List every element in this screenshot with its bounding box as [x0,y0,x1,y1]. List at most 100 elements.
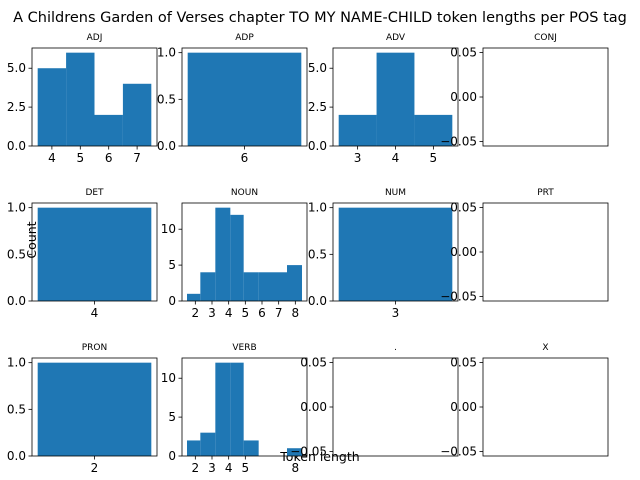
y-tick-label: −0.05 [440,135,477,149]
bar-verb-4 [243,440,259,456]
bar-adv-2 [414,114,453,146]
subplot-adv: ADV 3 4 5 0.0 2.5 5.0 [308,33,459,165]
bar-noun-6 [272,272,287,301]
bar-num-0 [338,207,453,301]
subplot-title: NOUN [231,188,258,198]
y-tick-label: −0.05 [440,445,477,459]
bar-noun-7 [287,265,302,301]
y-tick-label: 5 [168,258,176,272]
x-tick-label: 6 [105,151,113,165]
bar-verb-0 [187,440,201,456]
bar-noun-3 [230,214,244,301]
y-tick-label: 0.05 [450,45,477,59]
x-tick-label: 3 [354,151,362,165]
y-tick-label: 1.0 [308,201,327,215]
bar-adv-0 [338,114,377,146]
bar-adj-0 [37,68,67,146]
x-tick-label: 3 [392,306,400,320]
bar-noun-1 [200,272,216,301]
figure-title: A Childrens Garden of Verses chapter TO … [13,10,627,26]
y-tick-label: 0.5 [157,92,176,106]
y-tick-label: 0.05 [450,200,477,214]
axes-frame [181,357,308,457]
y-tick-label: 10 [161,222,176,236]
bar-verb-7 [287,448,302,456]
subplot-pron: PRON 2 0.0 0.5 1.0 [7,343,158,475]
axes-frame [31,47,158,147]
x-tick-label: 3 [208,306,216,320]
x-tick-label: 4 [392,151,400,165]
x-tick-label: 4 [48,151,56,165]
x-tick-label: 4 [225,306,233,320]
subplot-num: NUM 3 0.0 0.5 1.0 [308,188,459,320]
subplot-title: VERB [232,343,256,353]
bar-verb-1 [200,432,216,456]
x-tick-label: 7 [275,306,283,320]
subplot-title: PRT [537,188,554,198]
bar-adj-1 [66,52,95,146]
y-tick-label: 0 [168,449,176,463]
y-tick-label: 0.05 [300,355,327,369]
bar-adj-3 [122,83,152,146]
bar-verb-2 [215,362,231,456]
axes-frame [181,202,308,302]
subplot-title: . [394,343,397,353]
y-tick-label: 0.0 [7,294,26,308]
x-tick-label: 2 [192,461,200,475]
x-tick-label: 2 [192,306,200,320]
y-tick-label: 0.0 [7,139,26,153]
y-tick-label: 2.5 [308,100,327,114]
subplot-title: DET [85,188,104,198]
bar-adv-1 [376,52,415,146]
y-tick-label: 1.0 [7,201,26,215]
subplot-title: ADJ [87,33,103,43]
x-tick-label: 6 [258,306,266,320]
x-tick-label: 8 [292,461,300,475]
bar-noun-2 [215,207,231,301]
bar-noun-5 [258,272,272,301]
x-tick-label: 5 [76,151,84,165]
y-tick-label: 0.00 [450,400,477,414]
y-tick-label: 0.00 [450,90,477,104]
y-tick-label: 0 [168,294,176,308]
subplot-title: ADV [386,33,406,43]
y-tick-label: 2.5 [7,100,26,114]
y-tick-label: 1.0 [157,46,176,60]
y-tick-label: 0.05 [450,355,477,369]
y-tick-label: −0.05 [440,290,477,304]
x-tick-label: 5 [430,151,438,165]
x-tick-label: 2 [91,461,99,475]
x-tick-label: 3 [208,461,216,475]
subplot-adj: ADJ 4 5 6 7 0.0 2.5 5.0 [7,33,158,165]
x-tick-label: 4 [225,461,233,475]
subplot-title: ADP [235,33,254,43]
bar-adj-2 [94,114,123,146]
y-tick-label: 5.0 [7,61,26,75]
y-tick-label: 5.0 [308,61,327,75]
y-tick-label: 0.0 [308,294,327,308]
subplot-conj: CONJ −0.05 0.00 0.05 [440,33,609,149]
y-tick-label: 0.0 [308,139,327,153]
y-tick-label: 0.0 [7,449,26,463]
x-tick-label: 5 [242,461,250,475]
subplot-title: PRON [82,343,108,353]
y-tick-label: 0.00 [300,400,327,414]
bar-pron-0 [37,362,152,456]
bar-noun-0 [187,293,201,301]
y-tick-label: 0.5 [308,247,327,261]
y-tick-label: 0.5 [7,402,26,416]
y-tick-label: 1.0 [7,356,26,370]
subplot-title: CONJ [534,33,557,43]
x-tick-label: 6 [241,151,249,165]
subplot-punct: . −0.05 0.00 0.05 [290,343,459,459]
subplot-x: X −0.05 0.00 0.05 [440,343,609,459]
y-tick-label: 0.0 [157,139,176,153]
y-tick-label: −0.05 [290,445,327,459]
y-tick-label: 10 [161,371,176,385]
figure-y-axis-label: Count [24,221,39,258]
bar-noun-4 [243,272,259,301]
x-tick-label: 4 [91,306,99,320]
